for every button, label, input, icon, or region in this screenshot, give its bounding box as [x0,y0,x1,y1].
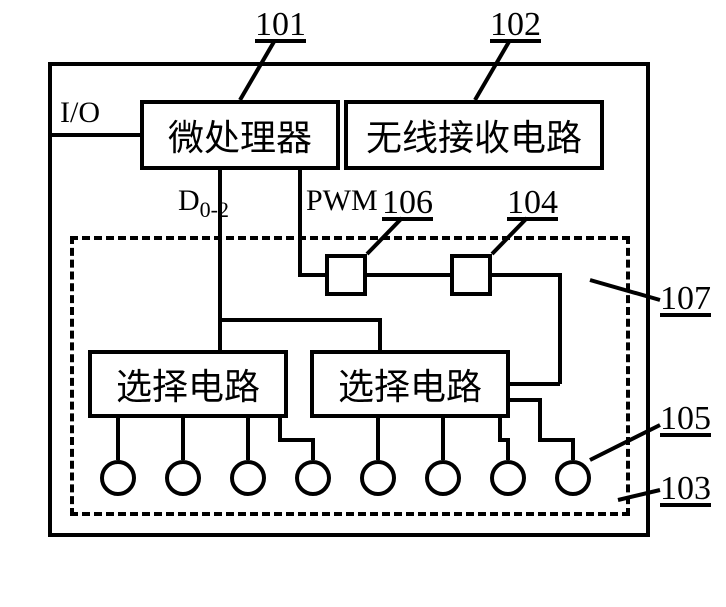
label-d02-sub: 0-2 [200,197,229,222]
output-circle [490,460,526,496]
ref-107: 107 [660,280,711,318]
output-circle [165,460,201,496]
ref-106: 106 [382,184,433,222]
ref-103: 103 [660,470,711,508]
label-d02-main: D [178,184,200,217]
label-d02: D0-2 [178,184,229,223]
ref-105: 105 [660,400,711,438]
ref-101: 101 [255,6,306,44]
output-circle [295,460,331,496]
block-select-left-label: 选择电路 [116,358,260,410]
output-circle [555,460,591,496]
output-circle [360,460,396,496]
diagram-canvas: 微处理器 无线接收电路 选择电路 选择电路 I/O D0-2 PWM 101 1… [0,0,726,607]
block-microprocessor-label: 微处理器 [168,109,312,161]
block-select-right-label: 选择电路 [338,358,482,410]
small-block-106 [325,254,367,296]
block-microprocessor: 微处理器 [140,100,340,170]
ref-102: 102 [490,6,541,44]
output-circle [230,460,266,496]
small-block-104 [450,254,492,296]
block-select-right: 选择电路 [310,350,510,418]
block-wireless-rx-label: 无线接收电路 [366,109,582,161]
ref-104: 104 [507,184,558,222]
output-circle [100,460,136,496]
label-pwm: PWM [306,184,378,218]
block-wireless-rx: 无线接收电路 [344,100,604,170]
output-circle [425,460,461,496]
label-io: I/O [60,96,100,130]
block-select-left: 选择电路 [88,350,288,418]
